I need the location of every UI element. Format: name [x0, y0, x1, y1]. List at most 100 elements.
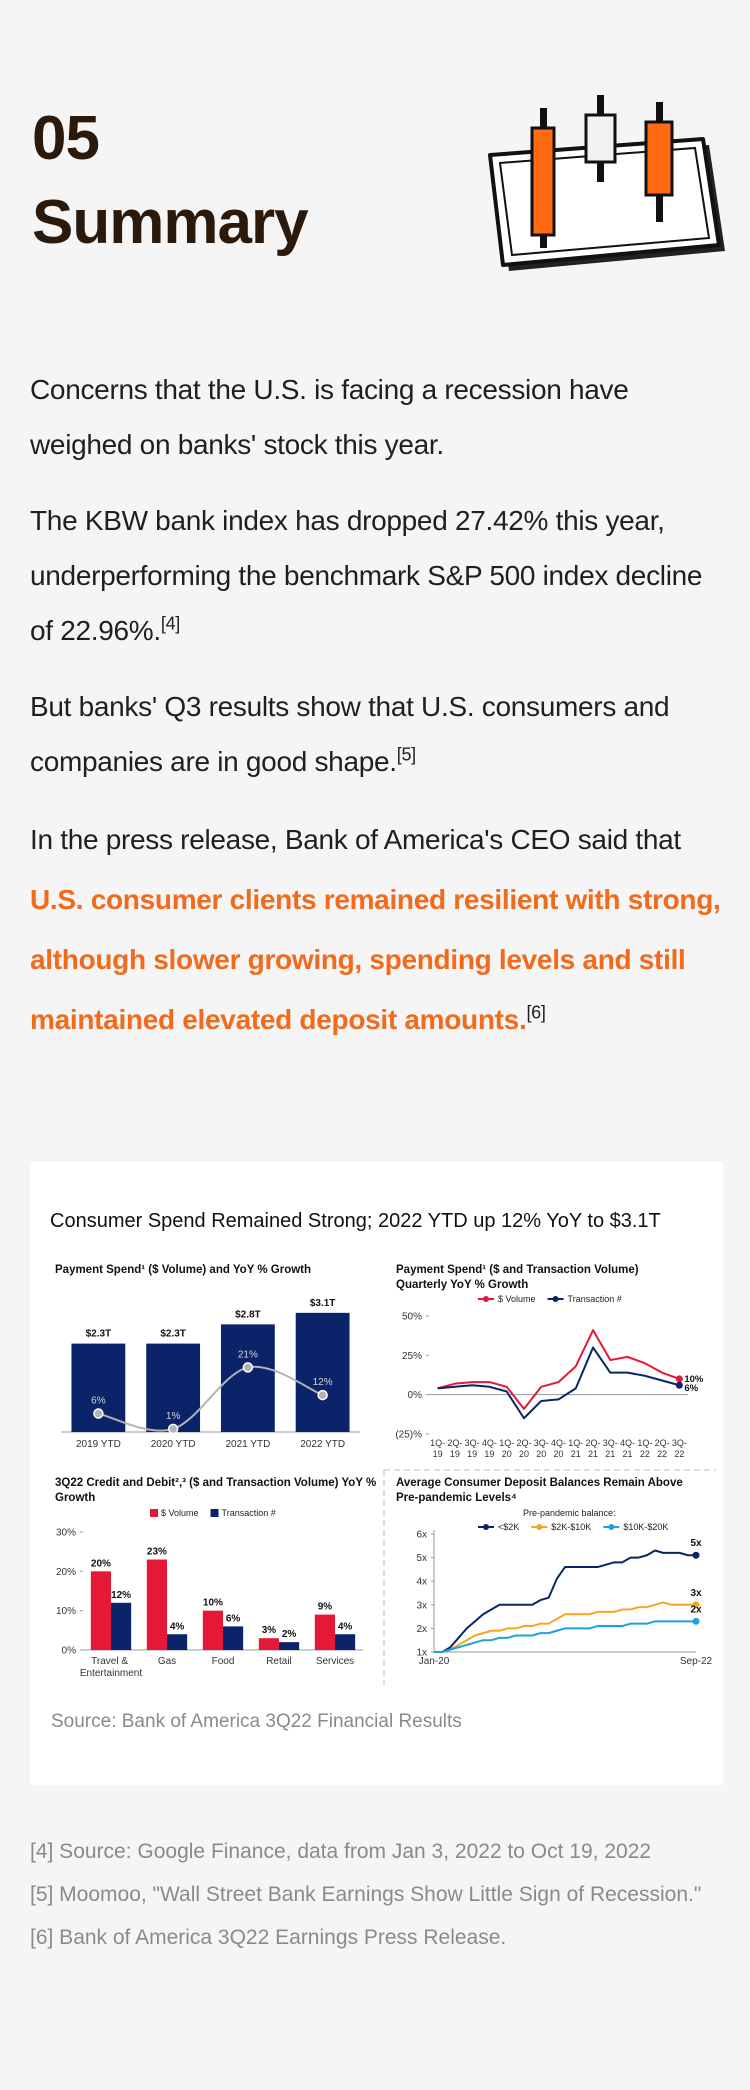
y-tick-label: (25)% — [395, 1430, 422, 1441]
bar — [167, 1634, 188, 1650]
legend-swatch — [483, 1296, 489, 1302]
legend-swatch — [536, 1524, 543, 1530]
chart-title: Payment Spend¹ ($ and Transaction Volume… — [396, 1264, 642, 1291]
end-label: 3x — [690, 1588, 702, 1599]
bar — [111, 1602, 132, 1650]
text-line: Entertainment — [80, 1668, 142, 1679]
footnote: [4] Source: Google Finance, data from Ja… — [30, 1840, 652, 1863]
text-line: 22 — [640, 1449, 650, 1459]
chart-title: Average Consumer Deposit Balances Remain… — [396, 1477, 686, 1504]
footnote: [5] Moomoo, "Wall Street Bank Earnings S… — [30, 1883, 702, 1906]
x-tick-label: 3Q-20 — [534, 1438, 549, 1459]
growth-point — [167, 1423, 179, 1435]
paragraph-text: The KBW bank index has dropped 27.42% th… — [30, 505, 703, 646]
x-tick-label: 2Q-21 — [586, 1438, 601, 1459]
y-tick-label: 1x — [416, 1648, 427, 1659]
paragraph-text: Concerns that the U.S. is facing a reces… — [30, 374, 629, 460]
x-tick-label: Sep-22 — [680, 1656, 713, 1667]
chart-title: Payment Spend¹ ($ Volume) and YoY % Grow… — [55, 1264, 311, 1276]
y-tick-label: 10% — [56, 1606, 76, 1617]
y-tick-label: 20% — [56, 1567, 76, 1578]
y-tick-label: 6x — [416, 1530, 427, 1541]
series-line — [434, 1549, 696, 1653]
text-line: 3Q- — [534, 1438, 549, 1448]
legend-label: $ Volume — [161, 1508, 199, 1518]
legend-swatch — [483, 1524, 489, 1530]
text-line: 2Q- — [586, 1438, 601, 1448]
y-tick-label: 0% — [62, 1646, 77, 1657]
paragraph: But banks' Q3 results show that U.S. con… — [30, 679, 730, 789]
value-label: 23% — [147, 1547, 167, 1558]
x-tick-label: 3Q-19 — [465, 1438, 480, 1459]
text-line: 2Q- — [655, 1438, 670, 1448]
text-line: 1Q- — [637, 1438, 652, 1448]
y-tick-label: 3x — [416, 1600, 427, 1611]
paragraph: In the press release, Bank of America's … — [30, 810, 730, 1050]
x-tick-label: 2Q-19 — [447, 1438, 462, 1459]
growth-point — [317, 1389, 328, 1401]
legend-swatch — [552, 1296, 559, 1302]
x-tick-label: Jan-20 — [419, 1656, 450, 1667]
end-label: 2x — [690, 1604, 702, 1615]
bar — [146, 1559, 167, 1650]
legend-label: Transaction # — [568, 1294, 622, 1304]
section-number: 05 — [32, 104, 100, 173]
value-label: 2% — [282, 1629, 297, 1640]
growth-point — [242, 1362, 254, 1373]
x-tick-label: 1Q-21 — [568, 1438, 583, 1459]
series-line — [434, 1620, 696, 1653]
figure: Consumer Spend Remained Strong; 2022 YTD… — [50, 1210, 716, 1732]
growth-line — [98, 1365, 324, 1432]
bar — [295, 1312, 350, 1432]
bar — [223, 1626, 244, 1650]
growth-label: 21% — [238, 1349, 258, 1360]
x-tick-label: 2Q-20 — [516, 1438, 531, 1459]
end-marker — [692, 1601, 700, 1609]
text-line: Average Consumer Deposit Balances Remain… — [396, 1477, 686, 1489]
text-line: 21 — [605, 1449, 615, 1459]
figure-title: Consumer Spend Remained Strong; 2022 YTD… — [50, 1210, 661, 1232]
x-tick-label: Travel & Entertainment — [80, 1656, 142, 1679]
x-tick-label: Retail — [266, 1656, 292, 1667]
text-line: 1Q- — [568, 1438, 583, 1448]
candlestick-icon — [488, 95, 725, 271]
legend-label: <$2K — [498, 1522, 519, 1532]
end-label: 10% — [684, 1374, 704, 1385]
paragraph-text: In the press release, Bank of America's … — [30, 824, 681, 855]
x-tick-label: 2019 YTD — [76, 1439, 121, 1450]
bar — [279, 1642, 300, 1650]
x-tick-label: 2020 YTD — [151, 1439, 196, 1450]
section-title: Summary — [32, 188, 309, 257]
growth-point — [93, 1408, 104, 1419]
y-tick-label: 0% — [408, 1390, 423, 1401]
x-tick-label: 3Q-21 — [603, 1438, 618, 1459]
text-line: 3Q22 Credit and Debit²,³ ($ and Transact… — [55, 1477, 379, 1489]
figure-source: Source: Bank of America 3Q22 Financial R… — [51, 1711, 462, 1732]
value-label: $3.1T — [310, 1298, 336, 1309]
x-tick-label: Food — [212, 1656, 235, 1667]
end-marker — [675, 1381, 683, 1389]
legend-swatch — [210, 1509, 219, 1517]
y-tick-label: 5x — [416, 1553, 427, 1564]
value-label: 12% — [111, 1590, 131, 1601]
text-line: 19 — [433, 1449, 443, 1459]
footnotes: [4] Source: Google Finance, data from Ja… — [30, 1836, 720, 1965]
y-tick-label: 50% — [402, 1312, 422, 1323]
legend-label: Transaction # — [222, 1508, 276, 1518]
reference: [6] — [526, 1002, 546, 1023]
text-line: 1Q- — [499, 1438, 514, 1448]
x-tick-label: 4Q-21 — [620, 1438, 635, 1459]
highlight-text: U.S. consumer clients remained resilient… — [30, 884, 721, 1035]
text-line: 20 — [502, 1449, 512, 1459]
x-tick-label: 2Q-22 — [655, 1438, 670, 1459]
paragraph-text: But banks' Q3 results show that U.S. con… — [30, 691, 670, 777]
growth-label: 6% — [91, 1396, 106, 1407]
chart-title: 3Q22 Credit and Debit²,³ ($ and Transact… — [55, 1477, 379, 1504]
text-line: 3Q- — [672, 1438, 687, 1448]
reference: [4] — [160, 613, 181, 634]
text-line: 4Q- — [620, 1438, 635, 1448]
end-marker — [675, 1375, 683, 1383]
text-line: 21 — [571, 1449, 581, 1459]
text-line: 3Q- — [603, 1438, 618, 1448]
text-line: 2Q- — [516, 1438, 531, 1448]
